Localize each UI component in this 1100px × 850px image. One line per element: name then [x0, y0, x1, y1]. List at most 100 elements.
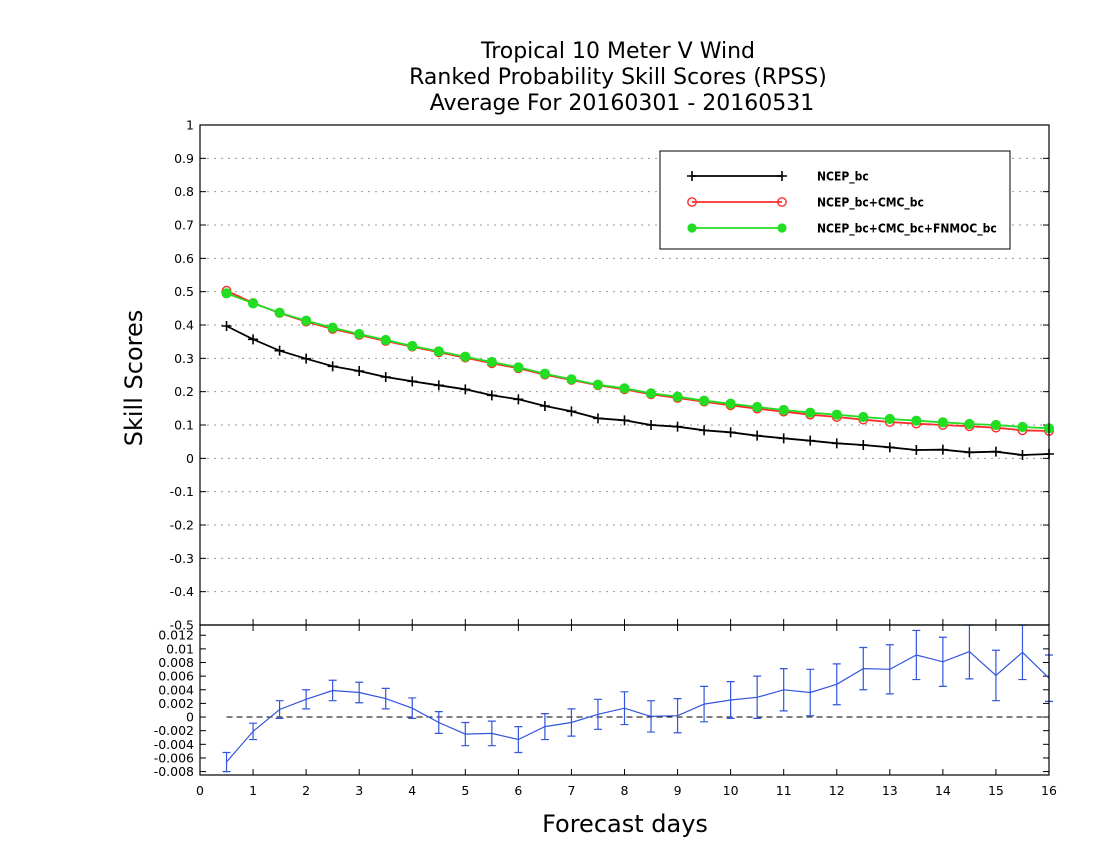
data-point	[248, 334, 259, 345]
error-bar	[912, 629, 921, 681]
x-tick-label: 10	[723, 783, 739, 798]
error-bar	[779, 668, 788, 712]
legend-marker	[687, 223, 697, 233]
data-point	[937, 417, 948, 428]
error-bar	[381, 687, 390, 710]
y-tick-label: 0.004	[158, 682, 194, 697]
error-bar	[355, 681, 364, 704]
data-point	[380, 334, 391, 346]
y-tick-label: 0.3	[174, 351, 194, 366]
data-point	[539, 368, 551, 379]
data-point	[380, 372, 391, 382]
data-point	[407, 340, 418, 352]
legend-marker	[777, 197, 787, 207]
error-bar	[408, 697, 417, 720]
y-tick-label: -0.1	[170, 484, 194, 499]
y-tick-label: -0.002	[154, 723, 194, 738]
data-point	[752, 430, 763, 441]
data-point	[805, 435, 816, 446]
y-tick-label: 0.008	[158, 655, 194, 670]
error-bar	[832, 663, 841, 706]
data-point	[433, 380, 444, 391]
data-point	[1017, 450, 1028, 460]
data-point	[672, 391, 683, 402]
data-point	[645, 388, 657, 399]
y-tick-label: 0.8	[174, 184, 194, 199]
error-bar	[434, 710, 443, 735]
data-point	[566, 406, 577, 417]
y-tick-label: -0.5	[170, 618, 194, 633]
data-point	[752, 401, 763, 413]
x-tick-label: 6	[514, 783, 522, 798]
data-point	[274, 345, 285, 356]
x-tick-label: 5	[461, 783, 469, 798]
data-point	[566, 374, 577, 385]
legend-box	[659, 150, 1011, 250]
data-point	[698, 395, 710, 406]
x-tick-label: 8	[621, 783, 629, 798]
error-bar	[753, 675, 762, 720]
x-tick-label: 9	[674, 783, 682, 798]
data-point	[990, 446, 1001, 457]
data-point	[486, 356, 497, 368]
data-point	[513, 362, 524, 373]
x-tick-label: 0	[196, 783, 204, 798]
x-tick-label: 16	[1041, 783, 1057, 798]
data-point	[619, 383, 630, 394]
data-point	[1017, 421, 1028, 433]
series-line	[226, 289, 1050, 432]
data-point	[354, 366, 365, 376]
x-tick-label: 13	[882, 783, 898, 798]
data-point	[539, 401, 550, 411]
error-bar	[249, 722, 258, 741]
data-point	[937, 444, 948, 455]
legend-marker	[777, 171, 787, 181]
data-point	[301, 353, 312, 364]
y-tick-label: -0.008	[154, 764, 194, 779]
data-point	[274, 307, 285, 318]
x-tick-label: 2	[302, 783, 310, 798]
y-tick-label: 0.1	[174, 418, 194, 433]
top-panel-ticks: 1 0.9 0.8 0.7 0.6 0.5 0.4 0.3 0.2 0.1 0 -0.1 -0.2 -0.…	[170, 118, 1049, 633]
x-tick-label: 3	[355, 783, 363, 798]
x-tick-label: 12	[829, 783, 845, 798]
x-axis-label: Forecast days	[542, 810, 708, 838]
data-point	[964, 418, 975, 430]
legend-marker	[687, 197, 697, 207]
error-bar	[859, 646, 868, 691]
y-tick-label: -0.006	[154, 750, 194, 765]
error-bar	[275, 700, 284, 720]
data-point	[805, 407, 816, 418]
data-point	[327, 322, 338, 333]
error-bar	[567, 708, 576, 737]
data-point	[327, 361, 338, 372]
data-point	[247, 298, 259, 309]
y-tick-label: 0.006	[158, 669, 194, 684]
x-tick-label: 7	[567, 783, 575, 798]
data-point	[911, 445, 922, 455]
data-point	[964, 447, 975, 458]
x-tick-label: 11	[776, 783, 792, 798]
legend: NCEP_bc NCEP_bc+CMC_bc NCEP_bc+CMC_bc+FNMO…	[659, 150, 1011, 250]
data-point	[592, 379, 604, 390]
x-tick-label: 15	[988, 783, 1004, 798]
y-axis-label: Skill Scores	[120, 310, 148, 447]
data-point	[884, 413, 895, 425]
title-line-1: Tropical 10 Meter V Wind	[480, 39, 755, 64]
error-bar	[647, 700, 656, 733]
y-tick-label: 0.6	[174, 251, 194, 266]
data-point	[778, 404, 789, 416]
data-point	[301, 315, 312, 326]
error-bar	[487, 720, 496, 747]
y-tick-label: 0.012	[158, 628, 194, 643]
x-tick-label: 14	[935, 783, 951, 798]
error-bar	[514, 725, 523, 754]
series-line	[226, 292, 1050, 430]
top-panel-series	[221, 285, 1055, 460]
error-bar	[885, 644, 894, 695]
error-bar	[620, 691, 629, 726]
error-bar	[965, 624, 974, 680]
error-bar	[328, 679, 337, 702]
y-tick-label: 0.7	[174, 218, 194, 233]
